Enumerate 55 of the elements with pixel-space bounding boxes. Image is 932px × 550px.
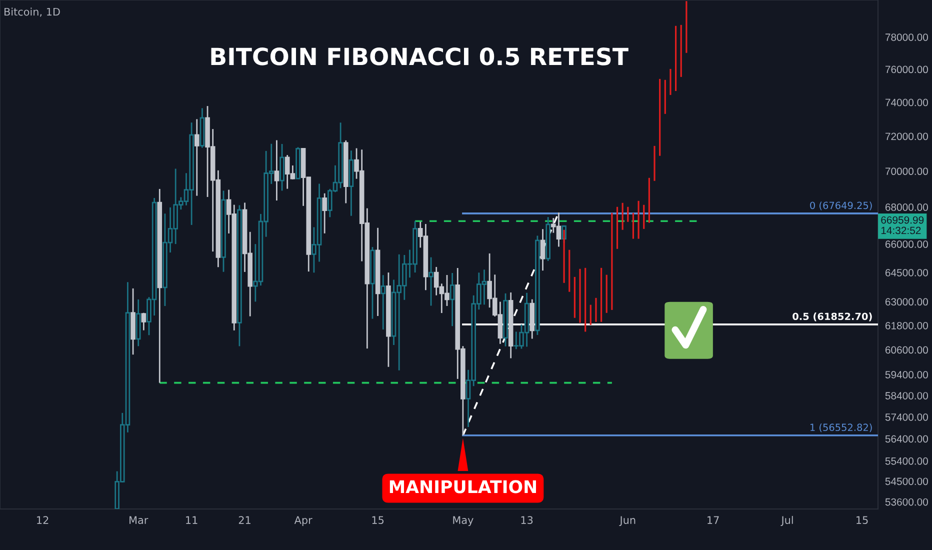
candlestick [450, 272, 455, 327]
y-tick-label: 60600.00 [885, 346, 928, 354]
candlestick [380, 274, 386, 330]
x-tick-label: 12 [37, 516, 48, 524]
y-tick-label: 78000.00 [885, 34, 928, 41]
annotation: 0 (67649.25) [810, 202, 872, 210]
text: BITCOIN FIBONACCI 0.5 RETEST [211, 48, 628, 66]
x-tick-label: 15 [372, 516, 384, 524]
candlestick [428, 256, 434, 306]
text: 66959.99 [881, 216, 924, 224]
y-tick-label: 74000.00 [885, 98, 928, 106]
y-tick-label: 58400.00 [885, 392, 928, 400]
candlestick [274, 140, 280, 202]
x-tick-label: 21 [238, 516, 250, 524]
candlestick [348, 150, 354, 217]
text: 14:32:52 [881, 226, 921, 234]
y-tick-label: 53600.00 [885, 498, 928, 506]
candlestick [130, 288, 136, 356]
annotation: MANIPULATION [390, 480, 536, 494]
x-tick-label: May [453, 516, 474, 526]
x-tick-label: 17 [708, 516, 719, 524]
candlestick [386, 272, 391, 368]
candlestick [280, 143, 284, 192]
y-tick-label: 72000.00 [885, 132, 928, 140]
y-tick-label: 64500.00 [885, 269, 928, 276]
candlestick [546, 216, 550, 262]
candlestick [535, 235, 540, 336]
x-tick-label: Jun [619, 516, 636, 526]
y-tick-label: 76000.00 [885, 66, 928, 74]
candlestick [375, 227, 380, 317]
y-tick-label: 68000.00 [885, 204, 928, 211]
y-tick-label: 56400.00 [885, 435, 928, 443]
candlestick [221, 190, 226, 273]
y-tick-label: 59400.00 [885, 371, 928, 378]
y-tick-label: 55400.00 [885, 457, 928, 465]
annotation: 1 (56552.82) [810, 424, 872, 432]
y-tick-label: 66000.00 [885, 240, 928, 248]
x-tick-label: 15 [856, 516, 868, 524]
y-tick-label: 70000.00 [885, 168, 928, 176]
y-tick-label: 54500.00 [885, 478, 928, 486]
y-tick-label: 63000.00 [885, 298, 928, 306]
annotation: Bitcoin, 1D [4, 8, 60, 17]
candlestick [157, 188, 162, 384]
y-tick-label: 61800.00 [885, 322, 928, 330]
x-tick-label: Apr [294, 516, 312, 526]
candlestick [136, 298, 141, 347]
annotation: 0.5 (61852.70) [792, 312, 872, 322]
x-tick-label: Jul [780, 516, 793, 526]
x-tick-label: 11 [186, 516, 198, 524]
x-tick-label: 13 [521, 516, 533, 524]
candlestick [508, 292, 514, 359]
y-tick-label: 57400.00 [885, 413, 928, 421]
candlestick [540, 228, 546, 272]
x-tick-label: Mar [130, 516, 148, 524]
candlestick [194, 118, 200, 196]
